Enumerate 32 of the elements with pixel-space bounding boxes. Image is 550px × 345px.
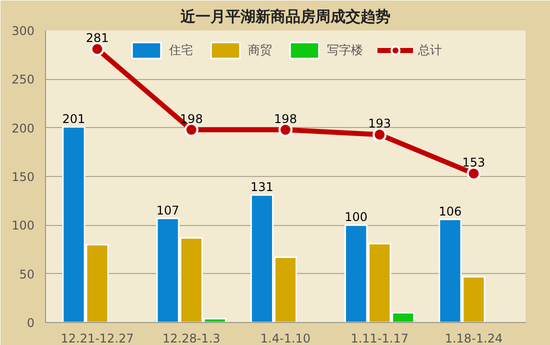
data-label: 198	[274, 112, 297, 126]
legend-label: 总计	[418, 42, 442, 58]
y-tick-label: 150	[12, 170, 34, 184]
x-tick-label: 12.28-1.3	[162, 332, 220, 345]
chart-title: 近一月平湖新商品房周成交趋势	[180, 8, 390, 26]
y-tick-label: 300	[12, 24, 34, 38]
data-label: 281	[86, 30, 109, 45]
point	[184, 122, 198, 137]
data-label: 100	[344, 210, 368, 224]
data-label: 107	[156, 203, 180, 218]
legend-label: 住宅	[169, 42, 193, 58]
point	[90, 42, 104, 56]
point	[372, 128, 387, 142]
point	[278, 122, 292, 137]
x-tick-label: 1.18-1.24	[444, 332, 503, 345]
data-label: 153	[462, 156, 486, 170]
data-label: 193	[368, 116, 392, 131]
x-tick-label: 12.21-12.27	[60, 332, 134, 345]
y-tick-label: 250	[12, 72, 34, 87]
y-tick-label: 100	[12, 218, 34, 233]
data-label: 131	[250, 180, 274, 194]
x-tick-label: 1.4-1.10	[260, 332, 311, 345]
y-tick-label: 50	[19, 267, 35, 282]
legend-label: 写字楼	[327, 42, 363, 58]
data-label: 106	[438, 204, 462, 218]
point	[466, 166, 481, 181]
data-label: 201	[62, 112, 86, 126]
legend-label: 商贸	[248, 42, 272, 58]
x-tick-label: 1.11-1.17	[350, 332, 409, 345]
y-tick-label: 200	[12, 121, 34, 136]
y-tick-label: 0	[26, 316, 35, 330]
data-label: 198	[180, 112, 203, 126]
